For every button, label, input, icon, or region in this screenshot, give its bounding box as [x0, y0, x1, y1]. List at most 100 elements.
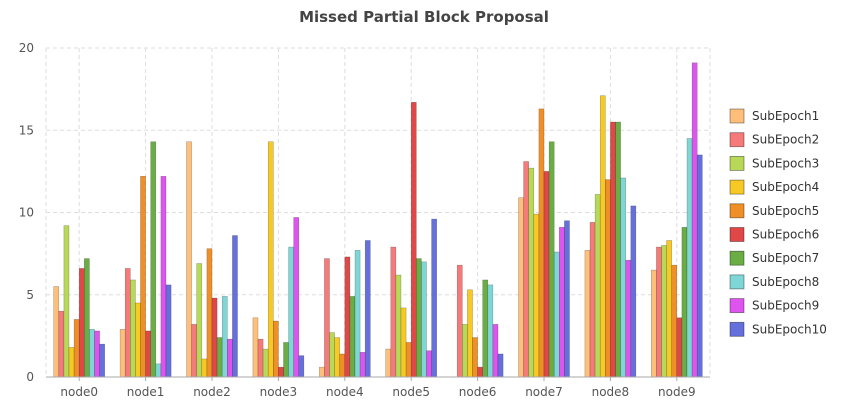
legend-label: SubEpoch8 — [752, 275, 819, 289]
bar-subepoch2-node4 — [324, 258, 330, 378]
bar-subepoch10-node9 — [696, 154, 703, 378]
bars — [53, 62, 703, 378]
legend-item[interactable]: SubEpoch9 — [729, 298, 819, 314]
bar-subepoch9-node7 — [559, 227, 565, 378]
legend-item[interactable]: SubEpoch7 — [729, 250, 819, 266]
bar-subepoch7-node0 — [84, 258, 90, 378]
bar-subepoch10-node0 — [99, 343, 105, 378]
y-tick-label: 15 — [19, 123, 34, 137]
bar-subepoch8-node8 — [620, 177, 626, 378]
legend-item[interactable]: SubEpoch10 — [729, 321, 827, 337]
bar-subepoch4-node0 — [68, 347, 75, 378]
bar-subepoch8-node3 — [288, 246, 294, 378]
bar-subepoch3-node5 — [395, 274, 402, 378]
bar-subepoch6-node5 — [410, 102, 417, 378]
bar-subepoch8-node4 — [354, 250, 361, 378]
bar-subepoch4-node6 — [467, 289, 473, 378]
bar-subepoch9-node4 — [359, 352, 366, 378]
bar-subepoch2-node9 — [656, 246, 662, 378]
legend-item[interactable]: SubEpoch4 — [729, 179, 819, 195]
bar-subepoch3-node6 — [462, 324, 468, 378]
bar-subepoch1-node9 — [651, 269, 657, 378]
bar-subepoch5-node8 — [605, 179, 611, 378]
bar-subepoch5-node5 — [405, 342, 412, 378]
legend-item[interactable]: SubEpoch5 — [729, 203, 819, 219]
bar-subepoch9-node3 — [293, 217, 300, 378]
bar-subepoch1-node3 — [252, 317, 259, 378]
legend-swatch — [729, 203, 745, 219]
bar-subepoch9-node9 — [691, 62, 698, 378]
bar-subepoch3-node4 — [329, 332, 335, 378]
bar-subepoch4-node4 — [334, 337, 340, 378]
bar-subepoch3-node8 — [594, 194, 601, 378]
legend-item[interactable]: SubEpoch3 — [729, 155, 819, 171]
bar-subepoch4-node9 — [666, 240, 672, 378]
bar-subepoch6-node0 — [78, 268, 85, 378]
bar-subepoch2-node6 — [456, 264, 463, 378]
bar-subepoch7-node7 — [548, 141, 555, 378]
legend-swatch — [729, 155, 745, 171]
bar-subepoch6-node6 — [477, 366, 483, 378]
bar-subepoch3-node9 — [661, 245, 667, 378]
x-tick-label: node5 — [392, 385, 430, 399]
bar-subepoch3-node3 — [262, 348, 269, 378]
bar-subepoch7-node5 — [416, 258, 422, 378]
bar-subepoch5-node1 — [140, 176, 146, 378]
legend-label: SubEpoch5 — [752, 204, 819, 218]
x-tick-label: node7 — [525, 385, 563, 399]
bar-subepoch8-node1 — [155, 363, 162, 378]
y-tick-label: 10 — [19, 206, 34, 220]
bar-subepoch6-node9 — [676, 317, 683, 378]
bar-subepoch2-node8 — [589, 222, 596, 378]
bar-subepoch10-node5 — [431, 218, 437, 378]
bar-subepoch4-node3 — [267, 141, 274, 378]
bar-subepoch9-node8 — [625, 259, 632, 378]
x-tick-label: node2 — [193, 385, 231, 399]
bar-subepoch1-node4 — [319, 366, 325, 378]
bar-subepoch7-node6 — [482, 279, 489, 378]
bar-subepoch5-node4 — [339, 353, 346, 378]
bar-subepoch9-node6 — [492, 324, 499, 378]
bar-subepoch1-node1 — [119, 329, 126, 378]
bar-subepoch2-node1 — [124, 268, 131, 378]
legend-swatch — [729, 108, 745, 124]
bar-subepoch8-node2 — [221, 296, 228, 378]
x-tick-label: node6 — [459, 385, 497, 399]
legend-label: SubEpoch1 — [752, 109, 819, 123]
y-axis-ticks: 0 5 10 15 20 — [19, 41, 34, 384]
bar-subepoch3-node2 — [196, 263, 203, 378]
bar-subepoch2-node7 — [523, 161, 529, 378]
bar-subepoch7-node3 — [283, 342, 289, 378]
legend-swatch — [729, 274, 745, 290]
y-tick-label: 20 — [19, 41, 34, 55]
legend: SubEpoch1 SubEpoch2 SubEpoch3 SubEpoch4 SubE… — [729, 108, 827, 337]
legend-item[interactable]: SubEpoch6 — [729, 227, 819, 242]
bar-subepoch3-node0 — [63, 225, 70, 378]
legend-label: SubEpoch4 — [752, 180, 819, 194]
bar-subepoch1-node2 — [186, 141, 192, 378]
bar-subepoch3-node7 — [528, 167, 535, 378]
x-tick-label: node0 — [60, 385, 98, 399]
bar-subepoch6-node1 — [145, 330, 151, 378]
x-tick-label: node9 — [658, 385, 696, 399]
bar-subepoch8-node9 — [686, 138, 693, 378]
bar-subepoch6-node8 — [610, 121, 616, 378]
bar-subepoch7-node9 — [681, 227, 688, 378]
legend-label: SubEpoch2 — [752, 133, 819, 147]
bar-subepoch9-node0 — [94, 330, 100, 378]
legend-swatch — [729, 250, 745, 266]
legend-item[interactable]: SubEpoch2 — [729, 132, 819, 148]
legend-item[interactable]: SubEpoch8 — [729, 274, 819, 290]
bar-subepoch1-node5 — [385, 348, 392, 378]
legend-item[interactable]: SubEpoch1 — [729, 108, 819, 124]
chart-title: Missed Partial Block Proposal — [299, 8, 549, 26]
bar-subepoch1-node0 — [53, 286, 60, 378]
bar-subepoch2-node3 — [257, 338, 264, 378]
bar-subepoch4-node7 — [533, 213, 540, 378]
bar-subepoch8-node7 — [553, 251, 560, 378]
bar-subepoch10-node2 — [232, 235, 238, 378]
bar-subepoch2-node2 — [191, 324, 197, 378]
bar-subepoch1-node8 — [584, 250, 591, 378]
bar-subepoch7-node4 — [349, 296, 356, 378]
